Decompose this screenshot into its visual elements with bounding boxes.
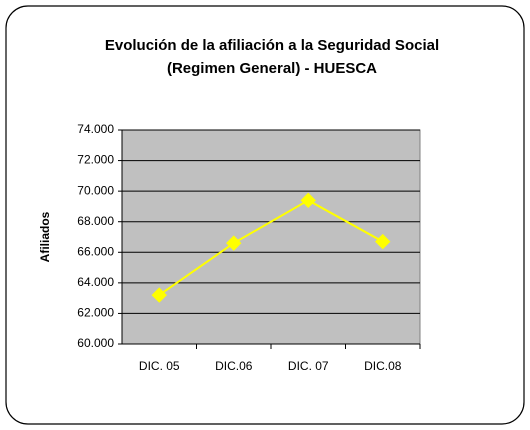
data-point xyxy=(300,192,316,209)
y-tick-label: 60.000 xyxy=(77,336,114,350)
y-axis-label: Afiliados xyxy=(38,211,52,262)
y-tick-label: 64.000 xyxy=(77,275,114,289)
x-tick-label: DIC. 07 xyxy=(288,359,329,373)
plot-area xyxy=(121,129,421,345)
y-tick-label: 68.000 xyxy=(77,214,114,228)
data-point xyxy=(375,233,391,250)
data-point xyxy=(226,235,242,251)
y-tick-label: 62.000 xyxy=(77,306,114,320)
x-tick-label: DIC.08 xyxy=(364,359,402,373)
y-tick-label: 70.000 xyxy=(77,183,114,197)
y-tick-label: 66.000 xyxy=(77,244,114,258)
x-tick-label: DIC. 05 xyxy=(139,359,180,373)
chart-title: (Regimen General) - HUESCA xyxy=(167,60,377,77)
data-point xyxy=(151,287,167,303)
chart-title: Evolución de la afiliación a la Segurida… xyxy=(105,37,439,54)
x-tick-label: DIC.06 xyxy=(215,359,253,373)
series-line xyxy=(158,199,384,296)
y-tick-label: 72.000 xyxy=(77,153,114,167)
y-tick-label: 74.000 xyxy=(77,122,114,136)
